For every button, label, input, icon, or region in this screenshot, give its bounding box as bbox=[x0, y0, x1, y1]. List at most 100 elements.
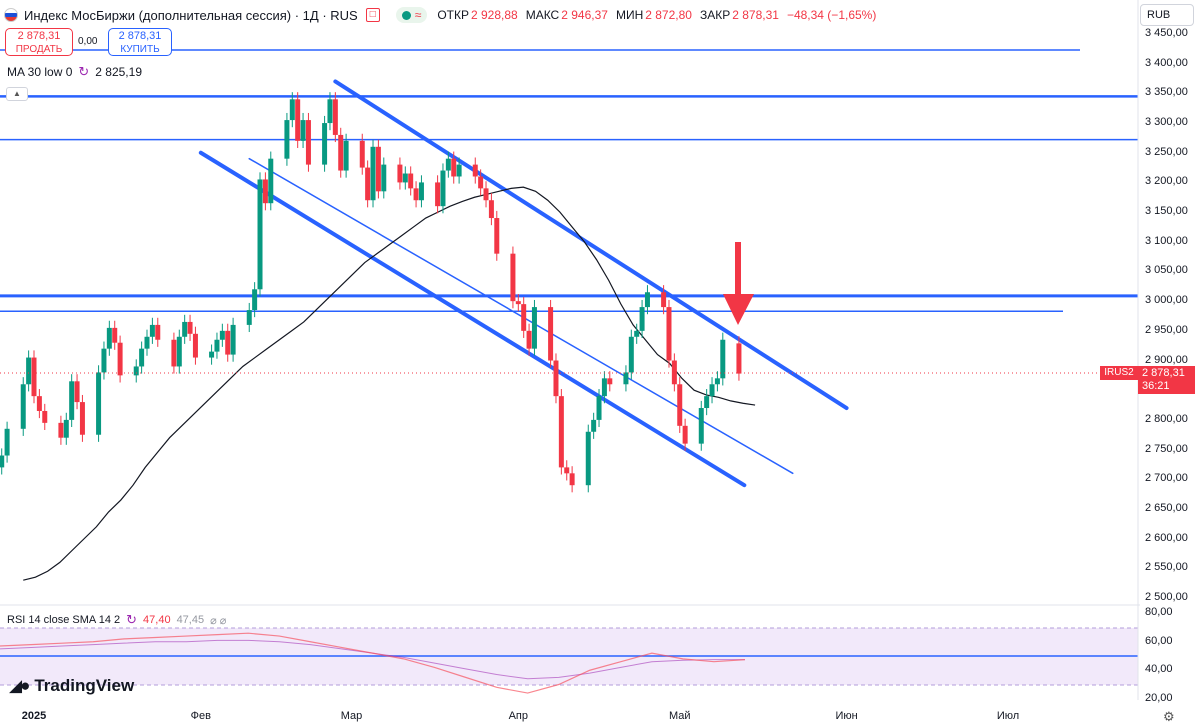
candle-body bbox=[106, 327, 112, 349]
candle-body bbox=[601, 378, 607, 397]
candle-body bbox=[671, 360, 677, 385]
candle-body bbox=[343, 140, 349, 171]
time-tick-label: 2025 bbox=[21, 710, 47, 722]
price-tick-label: 3 150,00 bbox=[1145, 205, 1188, 218]
ma30-path bbox=[23, 186, 756, 581]
sell-button[interactable]: 2 878,31 ПРОДАТЬ bbox=[5, 28, 73, 56]
tv-logo-icon: ◢● bbox=[9, 676, 30, 695]
candle-body bbox=[413, 188, 419, 201]
ma-label: MA 30 low 0 bbox=[7, 65, 73, 79]
symbol-tag: IRUS2 bbox=[1100, 366, 1138, 380]
price-tick-label: 2 650,00 bbox=[1145, 501, 1188, 514]
candle-body bbox=[639, 307, 645, 331]
candle-body bbox=[289, 99, 295, 121]
candle-body bbox=[418, 182, 424, 201]
candle-body bbox=[714, 378, 720, 385]
high-value: 2 946,37 bbox=[561, 8, 608, 22]
price-tick-label: 2 750,00 bbox=[1145, 442, 1188, 455]
price-tick-label: 3 450,00 bbox=[1145, 27, 1188, 39]
candle-body bbox=[300, 120, 306, 141]
candle-body bbox=[375, 146, 381, 192]
candle-body bbox=[478, 176, 484, 189]
ohlc-values: ОТКР 2 928,88 МАКС 2 946,37 МИН 2 872,80 ЗА… bbox=[437, 8, 876, 22]
time-tick-label: Май bbox=[668, 710, 691, 722]
time-tick-label: Апр bbox=[508, 710, 529, 722]
candle-body bbox=[698, 408, 704, 444]
buy-button[interactable]: 2 878,31 КУПИТЬ bbox=[108, 28, 172, 56]
price-tick-label: 2 500,00 bbox=[1145, 591, 1188, 603]
channel-lower-line bbox=[198, 150, 747, 488]
high-label: МАКС bbox=[525, 8, 560, 22]
candle-body bbox=[548, 307, 554, 361]
candle-body bbox=[558, 396, 564, 468]
arrow-shaft bbox=[735, 242, 741, 294]
alert-square-icon[interactable]: □ bbox=[365, 8, 380, 22]
candle-body bbox=[295, 99, 301, 141]
candle-body bbox=[96, 372, 102, 435]
candle-body bbox=[171, 339, 177, 367]
candle-body bbox=[709, 384, 715, 397]
candle-body bbox=[209, 351, 215, 358]
price-tick-label: 2 700,00 bbox=[1145, 472, 1188, 485]
candle-body bbox=[176, 336, 182, 367]
candle-body bbox=[155, 324, 161, 340]
gear-icon[interactable]: ⚙ bbox=[1163, 709, 1175, 724]
candle-body bbox=[564, 467, 570, 474]
change-value: −48,34 (−1,65%) bbox=[786, 8, 877, 22]
price-tick-label: 2 550,00 bbox=[1145, 561, 1188, 574]
low-value: 2 872,80 bbox=[645, 8, 692, 22]
rsi-legend[interactable]: RSI 14 close SMA 14 2 ↻ 47,40 47,45 ⌀ ⌀ bbox=[7, 612, 226, 628]
candle-body bbox=[284, 120, 290, 159]
candle-body bbox=[225, 330, 231, 355]
candle-body bbox=[531, 307, 537, 349]
currency-selector[interactable]: RUB bbox=[1140, 4, 1194, 26]
rsi-sma-value: 47,45 bbox=[176, 614, 205, 626]
candle-body bbox=[472, 164, 478, 177]
candle-body bbox=[327, 99, 333, 124]
last-price-tag: 2 878,31 36:21 bbox=[1138, 366, 1195, 394]
candle-body bbox=[736, 343, 742, 374]
candle-body bbox=[634, 330, 640, 337]
candle-body bbox=[682, 425, 688, 444]
candle-body bbox=[262, 179, 268, 204]
candle-body bbox=[435, 182, 441, 207]
bar-countdown: 36:21 bbox=[1142, 380, 1170, 392]
market-status-icon bbox=[401, 10, 411, 20]
collapse-legend-button[interactable]: ▲ bbox=[6, 87, 28, 101]
candle-body bbox=[219, 330, 225, 340]
candle-body bbox=[112, 327, 118, 343]
candle-body bbox=[521, 304, 527, 331]
price-tick-label: 2 900,00 bbox=[1145, 353, 1188, 366]
candle-body bbox=[139, 348, 145, 367]
chart-header: Индекс МосБиржи (дополнительная сессия) … bbox=[4, 5, 876, 25]
candle-body bbox=[192, 333, 198, 358]
candle-body bbox=[596, 396, 602, 420]
candle-body bbox=[451, 158, 457, 177]
price-tick-label: 2 600,00 bbox=[1145, 531, 1188, 544]
pill-symbol: ≈ bbox=[414, 8, 422, 22]
candle-body bbox=[74, 381, 80, 403]
candle-body bbox=[268, 158, 274, 204]
ma-legend[interactable]: MA 30 low 0 ↻ 2 825,19 bbox=[7, 64, 142, 80]
open-label: ОТКР bbox=[437, 8, 469, 22]
time-tick-label: Мар bbox=[340, 710, 363, 722]
rsi-label: RSI 14 close SMA 14 2 bbox=[7, 614, 121, 626]
horizontal-levels bbox=[0, 49, 1138, 313]
symbol-title[interactable]: Индекс МосБиржи (дополнительная сессия) … bbox=[24, 7, 358, 23]
candle-body bbox=[397, 164, 403, 183]
low-label: МИН bbox=[615, 8, 644, 22]
candle-body bbox=[117, 342, 123, 376]
candle-body bbox=[58, 422, 64, 438]
red-arrow-marker bbox=[723, 242, 754, 325]
candle-body bbox=[720, 339, 726, 379]
candle-body bbox=[607, 378, 613, 385]
price-tick-label: 3 050,00 bbox=[1145, 264, 1188, 277]
candle-body bbox=[483, 188, 489, 201]
candle-body bbox=[510, 253, 516, 302]
status-pill[interactable]: ≈ bbox=[395, 7, 428, 23]
tradingview-logo[interactable]: ◢● TradingView bbox=[9, 676, 134, 696]
candle-body bbox=[704, 396, 710, 409]
candle-body bbox=[26, 357, 32, 385]
price-tick-label: 3 000,00 bbox=[1145, 294, 1188, 307]
